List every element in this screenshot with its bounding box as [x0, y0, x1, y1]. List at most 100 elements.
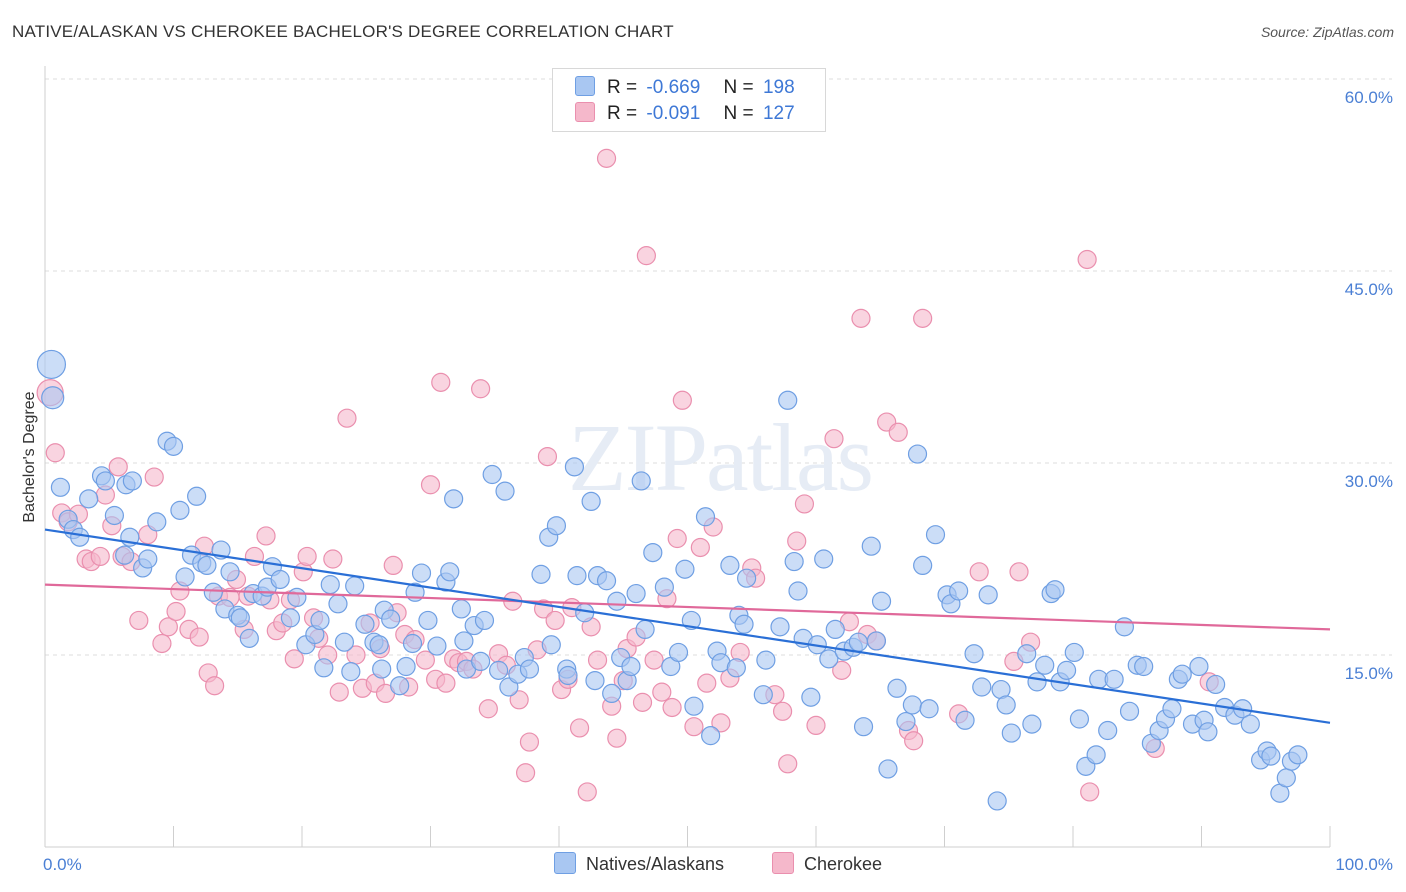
cherokee-point: [652, 682, 672, 702]
cherokee-point: [569, 718, 590, 738]
cherokee-point: [436, 673, 456, 693]
natives-point: [372, 659, 392, 679]
natives-point: [122, 471, 142, 491]
natives-trend-line: [44, 528, 1331, 724]
natives-point: [1198, 722, 1218, 742]
natives-point: [972, 677, 992, 697]
axes: [44, 66, 1331, 848]
natives-point: [36, 349, 67, 380]
x-tick-label: 0.0%: [43, 855, 82, 874]
natives-point: [411, 563, 432, 583]
natives-point: [104, 505, 124, 526]
natives-point: [770, 617, 790, 637]
legend-r-label: R =: [607, 103, 638, 124]
natives-point: [1001, 723, 1021, 743]
cherokee-trend-line: [44, 583, 1331, 631]
legend-row-cherokee: R = -0.091 N = 127: [575, 102, 795, 126]
natives-point: [1261, 746, 1281, 766]
natives-point: [607, 591, 627, 611]
natives-point: [621, 656, 641, 677]
cherokee-point: [519, 732, 540, 752]
natives-point: [454, 631, 474, 651]
cherokee-point: [471, 379, 491, 399]
natives-point: [170, 500, 190, 520]
natives-point: [631, 471, 651, 491]
natives-point: [341, 662, 361, 682]
natives-point: [1022, 714, 1042, 734]
natives-point: [684, 696, 704, 716]
natives-point: [675, 559, 695, 579]
natives-point: [474, 610, 495, 631]
natives-point: [949, 581, 969, 601]
cherokee-point: [284, 649, 304, 669]
cherokee-point: [537, 447, 558, 467]
natives-point: [138, 549, 158, 569]
natives-point: [701, 726, 721, 746]
bottom-legend-natives: Natives/Alaskans: [554, 852, 724, 875]
natives-point: [902, 695, 922, 715]
cherokee-point: [824, 429, 844, 449]
cherokee-point: [607, 728, 627, 748]
cherokee-point: [697, 673, 717, 693]
natives-point: [1056, 660, 1077, 680]
watermark: ZIPatlas: [568, 404, 872, 511]
natives-point: [310, 610, 330, 631]
natives-point: [978, 585, 998, 605]
natives-point: [585, 670, 605, 691]
natives-point: [79, 489, 99, 509]
natives-point: [955, 710, 975, 730]
cherokee-point: [587, 650, 608, 670]
natives-point: [381, 609, 401, 629]
cherokee-point: [166, 601, 186, 622]
natives-point: [987, 791, 1007, 811]
natives-point: [878, 759, 898, 779]
trend-lines: [44, 528, 1331, 724]
natives-point: [1288, 745, 1308, 765]
natives-point: [328, 594, 348, 614]
natives-point: [784, 551, 804, 572]
cherokee-point: [337, 408, 357, 428]
cherokee-point: [672, 390, 692, 410]
natives-point: [197, 555, 217, 576]
x-tick-label: 100.0%: [1335, 855, 1393, 874]
natives-point: [626, 583, 646, 604]
cherokee-point: [577, 782, 597, 802]
natives-point: [334, 632, 355, 652]
natives-point: [825, 619, 845, 640]
natives-point: [147, 512, 167, 532]
natives-point: [1027, 672, 1047, 692]
natives-point: [896, 711, 916, 732]
natives-point: [668, 642, 689, 663]
natives-point: [355, 614, 375, 634]
cherokee-point: [888, 422, 908, 442]
cherokee-point: [711, 713, 731, 733]
natives-point: [1162, 699, 1182, 719]
legend-r-value: -0.091: [646, 103, 701, 124]
cherokee-point: [772, 701, 793, 721]
natives-point: [737, 568, 757, 588]
legend-n-label: N =: [723, 103, 754, 124]
cherokee-point: [420, 475, 441, 495]
cherokee-point: [415, 650, 435, 670]
cherokee-point: [690, 537, 710, 558]
natives-point: [390, 676, 410, 696]
natives-point: [1086, 745, 1106, 765]
natives-point: [1035, 655, 1055, 675]
natives-point: [531, 564, 551, 584]
legend-r-value: -0.669: [646, 77, 701, 98]
bottom-legend-label: Natives/Alaskans: [586, 854, 725, 874]
natives-point: [1045, 580, 1065, 600]
natives-point: [861, 536, 881, 556]
legend-swatch-cherokee: [575, 102, 595, 122]
cherokee-point: [189, 627, 209, 647]
natives-point: [187, 486, 207, 506]
natives-point: [596, 571, 617, 591]
cherokee-point: [515, 763, 536, 783]
natives-point: [1104, 669, 1124, 689]
natives-point: [964, 644, 984, 664]
natives-point: [853, 717, 874, 737]
natives-point: [654, 577, 674, 597]
natives-point: [541, 635, 561, 655]
natives-point: [681, 610, 701, 631]
